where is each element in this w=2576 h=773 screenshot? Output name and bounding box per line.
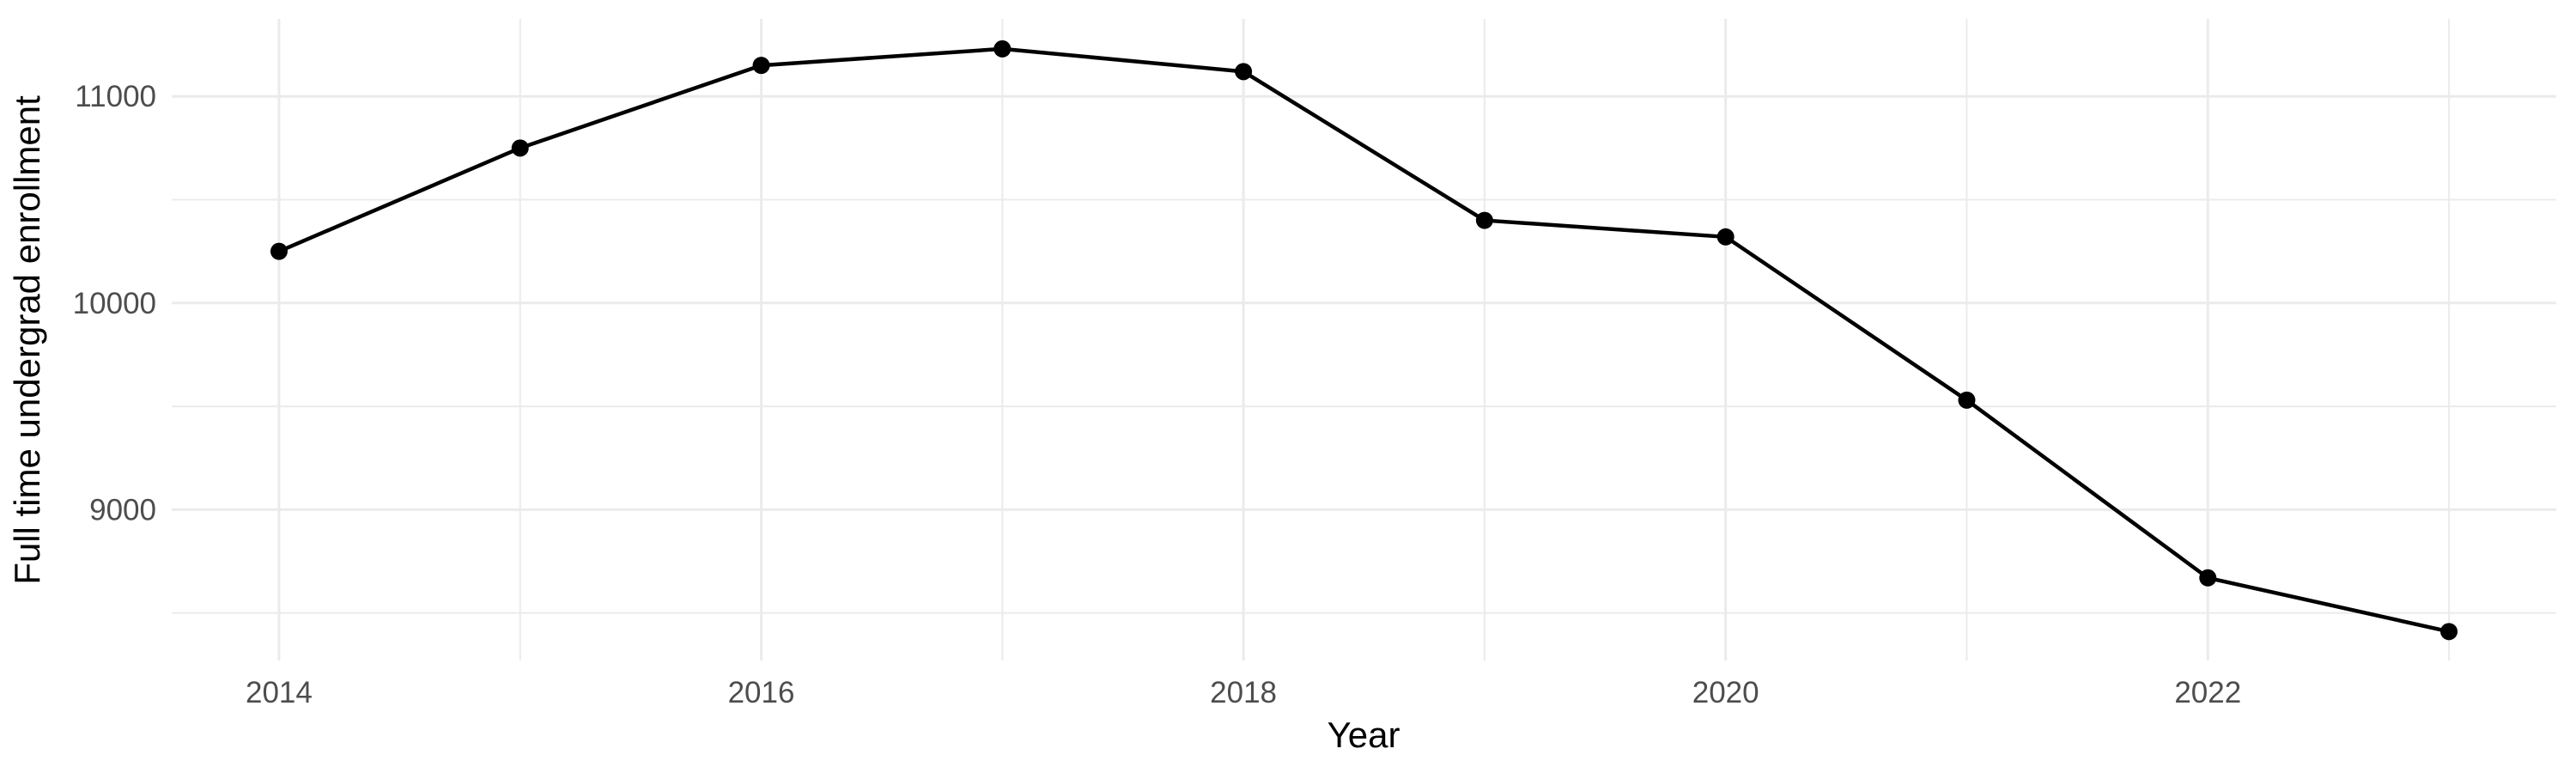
data-point-2015 xyxy=(511,139,529,157)
data-point-2016 xyxy=(752,57,770,75)
x-tick-label-2020: 2020 xyxy=(1692,676,1759,709)
x-axis-tick-labels: 2014 2016 2018 2020 2022 xyxy=(246,676,2241,709)
y-axis-title: Full time undergrad enrollment xyxy=(7,95,47,585)
data-point-2022 xyxy=(2199,569,2217,587)
x-axis-title: Year xyxy=(1327,715,1400,755)
x-tick-label-2014: 2014 xyxy=(246,676,313,709)
gridlines xyxy=(172,19,2556,660)
data-series xyxy=(270,40,2458,641)
y-tick-label-10000: 10000 xyxy=(73,287,156,320)
enrollment-trend-line xyxy=(278,46,2450,634)
y-tick-label-11000: 11000 xyxy=(75,80,156,113)
data-point-2018 xyxy=(1235,63,1253,81)
data-point-2019 xyxy=(1475,211,1493,229)
y-axis-tick-labels: 9000 10000 11000 xyxy=(73,80,156,526)
x-tick-label-2018: 2018 xyxy=(1210,676,1277,709)
data-point-2023 xyxy=(2440,623,2458,641)
data-point-2020 xyxy=(1716,228,1735,246)
x-tick-label-2022: 2022 xyxy=(2174,676,2241,709)
data-point-2014 xyxy=(270,242,288,260)
data-point-2021 xyxy=(1958,391,1976,409)
y-tick-label-9000: 9000 xyxy=(89,493,156,526)
x-tick-label-2016: 2016 xyxy=(728,676,795,709)
data-point-2017 xyxy=(993,40,1012,58)
